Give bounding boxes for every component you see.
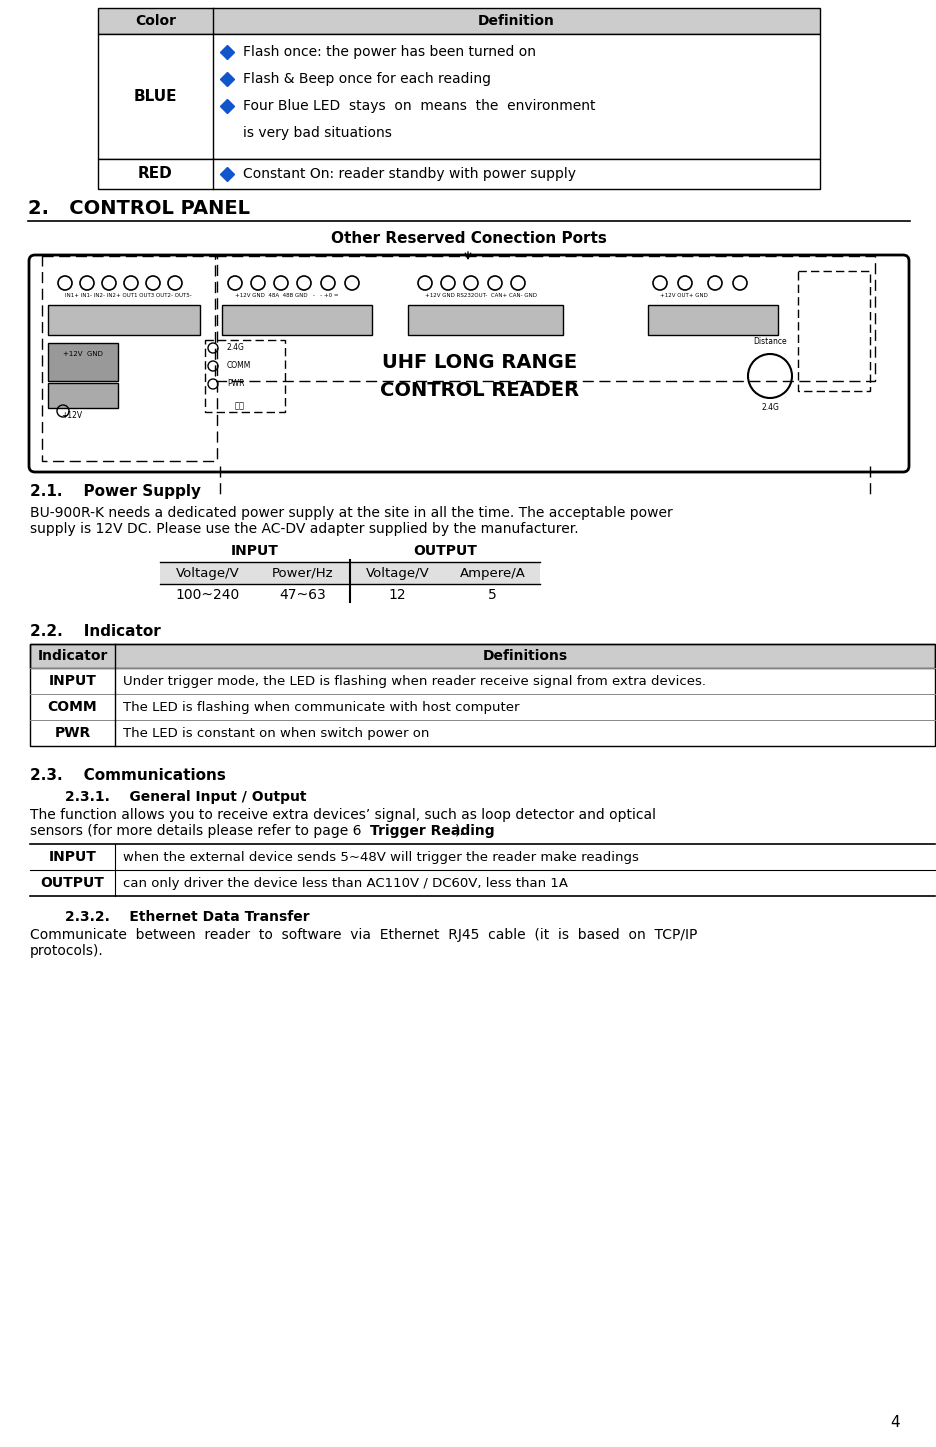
Text: INPUT: INPUT xyxy=(49,674,96,687)
Text: COMM: COMM xyxy=(48,700,97,713)
Text: INPUT: INPUT xyxy=(231,544,279,559)
Text: The LED is constant on when switch power on: The LED is constant on when switch power… xyxy=(123,726,429,739)
Text: COMM: COMM xyxy=(227,362,251,370)
Text: PWR: PWR xyxy=(54,726,91,739)
Text: 2.3.    Communications: 2.3. Communications xyxy=(30,768,226,783)
Text: 5: 5 xyxy=(488,587,496,602)
Text: Constant On: reader standby with power supply: Constant On: reader standby with power s… xyxy=(242,166,576,181)
Text: Color: Color xyxy=(135,14,176,27)
Text: Four Blue LED  stays  on  means  the  environment: Four Blue LED stays on means the environ… xyxy=(242,98,595,113)
Bar xyxy=(205,340,285,412)
Text: +12V: +12V xyxy=(62,411,82,420)
Bar xyxy=(98,159,819,190)
Text: Power/Hz: Power/Hz xyxy=(271,566,333,579)
Text: 2.2.    Indicator: 2.2. Indicator xyxy=(30,624,161,640)
Bar xyxy=(42,256,217,462)
Text: Voltage/V: Voltage/V xyxy=(175,566,239,579)
Text: Communicate  between  reader  to  software  via  Ethernet  RJ45  cable  (it  is : Communicate between reader to software v… xyxy=(30,928,696,942)
Text: INPUT: INPUT xyxy=(49,849,96,864)
Text: sensors (for more details please refer to page 6: sensors (for more details please refer t… xyxy=(30,823,365,838)
Text: Other Reserved Conection Ports: Other Reserved Conection Ports xyxy=(330,232,606,246)
Bar xyxy=(797,271,869,391)
Text: Ampere/A: Ampere/A xyxy=(459,566,525,579)
Text: can only driver the device less than AC110V / DC60V, less than 1A: can only driver the device less than AC1… xyxy=(123,877,567,890)
Bar xyxy=(407,305,563,336)
Text: 100~240: 100~240 xyxy=(175,587,240,602)
Bar xyxy=(30,644,934,747)
Text: The LED is flashing when communicate with host computer: The LED is flashing when communicate wit… xyxy=(123,700,519,713)
Bar xyxy=(30,644,934,669)
Bar xyxy=(214,256,874,381)
Bar xyxy=(222,305,372,336)
Bar xyxy=(48,305,199,336)
Text: ⎕⎕: ⎕⎕ xyxy=(235,401,244,410)
Text: Flash once: the power has been turned on: Flash once: the power has been turned on xyxy=(242,45,535,59)
Text: Voltage/V: Voltage/V xyxy=(365,566,429,579)
Text: Definitions: Definitions xyxy=(482,650,567,663)
Text: supply is 12V DC. Please use the AC-DV adapter supplied by the manufacturer.: supply is 12V DC. Please use the AC-DV a… xyxy=(30,522,578,535)
FancyBboxPatch shape xyxy=(29,255,908,472)
Text: RED: RED xyxy=(138,166,172,181)
Bar xyxy=(48,343,118,381)
Text: 12: 12 xyxy=(388,587,406,602)
Bar xyxy=(98,33,819,159)
Text: Definition: Definition xyxy=(477,14,554,27)
Text: 2.1.    Power Supply: 2.1. Power Supply xyxy=(30,483,201,499)
Bar xyxy=(48,383,118,408)
Text: Flash & Beep once for each reading: Flash & Beep once for each reading xyxy=(242,72,490,85)
Text: 2.   CONTROL PANEL: 2. CONTROL PANEL xyxy=(28,200,250,218)
Text: PWR: PWR xyxy=(227,379,244,388)
Text: 47~63: 47~63 xyxy=(279,587,326,602)
Text: 2.3.2.    Ethernet Data Transfer: 2.3.2. Ethernet Data Transfer xyxy=(65,910,309,925)
Text: 4: 4 xyxy=(889,1415,899,1430)
Bar xyxy=(648,305,777,336)
Text: IN1+ IN1- IN2- IN2+ OUT1 OUT3 OUT2- OUT5-: IN1+ IN1- IN2- IN2+ OUT1 OUT3 OUT2- OUT5… xyxy=(65,292,192,298)
Text: Under trigger mode, the LED is flashing when reader receive signal from extra de: Under trigger mode, the LED is flashing … xyxy=(123,674,705,687)
Text: Trigger Reading: Trigger Reading xyxy=(370,823,494,838)
Text: +12V OUT+ GND: +12V OUT+ GND xyxy=(659,292,707,298)
Text: OUTPUT: OUTPUT xyxy=(413,544,476,559)
Bar xyxy=(98,9,819,33)
Text: UHF LONG RANGE: UHF LONG RANGE xyxy=(382,353,577,372)
Text: BLUE: BLUE xyxy=(134,90,177,104)
Bar xyxy=(160,561,539,585)
Text: when the external device sends 5~48V will trigger the reader make readings: when the external device sends 5~48V wil… xyxy=(123,851,638,864)
Text: +12V GND  48A  48B GND   -   - +0 =: +12V GND 48A 48B GND - - +0 = xyxy=(235,292,338,298)
Text: OUTPUT: OUTPUT xyxy=(40,875,104,890)
Text: protocols).: protocols). xyxy=(30,943,104,958)
Text: is very bad situations: is very bad situations xyxy=(242,126,391,140)
Text: CONTROL READER: CONTROL READER xyxy=(380,382,579,401)
Text: +12V  GND: +12V GND xyxy=(63,352,103,357)
Text: 2.4G: 2.4G xyxy=(227,343,244,353)
Text: BU-900R-K needs a dedicated power supply at the site in all the time. The accept: BU-900R-K needs a dedicated power supply… xyxy=(30,506,672,519)
Text: Distance: Distance xyxy=(753,337,786,346)
Text: ).: ). xyxy=(455,823,464,838)
Text: Indicator: Indicator xyxy=(37,650,108,663)
Text: 2.3.1.    General Input / Output: 2.3.1. General Input / Output xyxy=(65,790,306,805)
Text: +12V GND RS232OUT-  CAN+ CAN- GND: +12V GND RS232OUT- CAN+ CAN- GND xyxy=(425,292,536,298)
Text: The function allows you to receive extra devices’ signal, such as loop detector : The function allows you to receive extra… xyxy=(30,807,655,822)
Text: 2.4G: 2.4G xyxy=(760,404,778,412)
